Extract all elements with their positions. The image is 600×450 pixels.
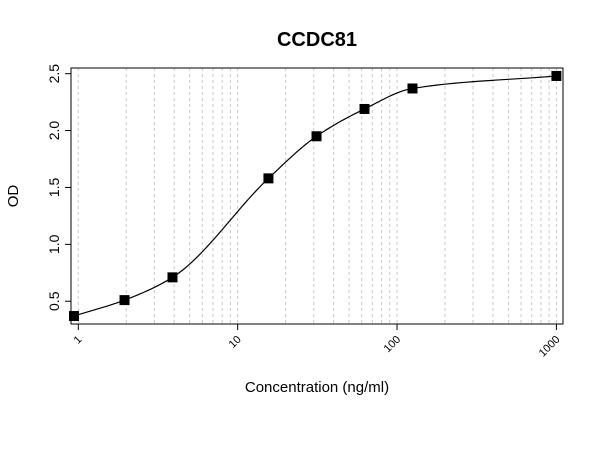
fit-curve-layer [73, 75, 557, 317]
data-point [359, 103, 370, 114]
y-tick-label: 2.5 [46, 64, 62, 84]
plot-frame [70, 67, 564, 325]
data-point [167, 272, 178, 283]
data-point [311, 131, 322, 142]
data-point [119, 295, 130, 306]
fit-curve [73, 75, 557, 317]
x-tick-label: 1000 [537, 334, 563, 360]
x-axis-label: Concentration (ng/ml) [245, 379, 389, 396]
chart-title: CCDC81 [277, 29, 357, 51]
data-point [263, 173, 274, 184]
data-point [69, 311, 80, 322]
y-axis-label: OD [5, 185, 22, 208]
y-tick-label: 1.0 [46, 234, 62, 254]
y-tick-label: 0.5 [46, 291, 62, 311]
data-point [407, 83, 418, 94]
data-point [551, 70, 562, 81]
axis-ticks: 1 10 100 1000 0.5 1.0 1.5 2.0 2.5 [46, 64, 563, 360]
x-tick-label: 100 [382, 334, 403, 355]
y-tick-label: 1.5 [46, 178, 62, 198]
x-tick-label: 1 [72, 334, 85, 347]
x-tick-label: 10 [227, 334, 244, 351]
grid-lines [77, 68, 557, 324]
y-tick-label: 2.0 [46, 121, 62, 141]
data-points [69, 70, 562, 322]
